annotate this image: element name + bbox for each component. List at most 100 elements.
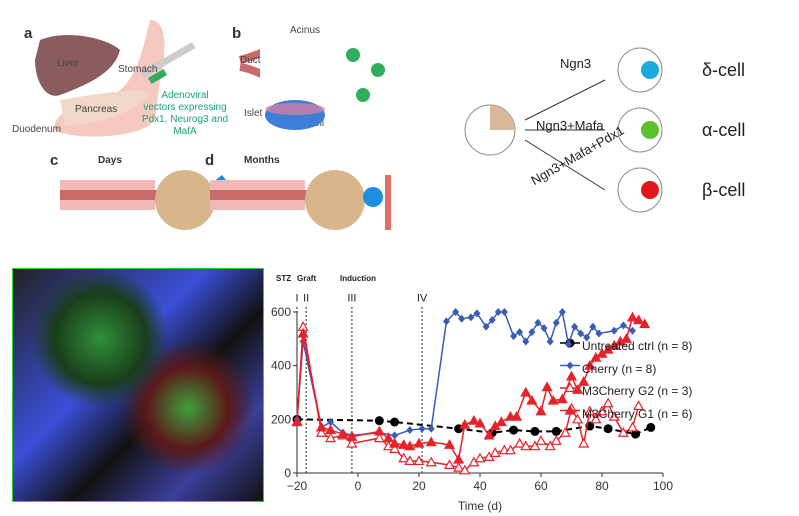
data-point (603, 424, 613, 434)
vector-line: vectors expressing (143, 102, 227, 113)
data-point (546, 337, 554, 346)
event-label: STZ (276, 274, 291, 283)
data-point (391, 431, 399, 440)
event-roman: II (303, 292, 309, 304)
data-point (510, 332, 518, 341)
data-point (610, 326, 618, 335)
beta-cell-icon (641, 181, 659, 199)
data-point (530, 426, 540, 436)
islet-illustration (265, 100, 325, 130)
panel-c-label: c (50, 152, 59, 169)
data-point (633, 314, 645, 325)
data-point (325, 424, 337, 435)
vector-line: Pdx1, Neurog3 and MafA (141, 114, 229, 137)
panel-b-label: b (232, 25, 242, 42)
data-point (509, 425, 519, 435)
cell-type-label: β-cell (702, 180, 746, 200)
data-point (346, 431, 358, 441)
data-point (404, 455, 416, 466)
x-axis-label: Time (d) (458, 499, 502, 513)
data-point (589, 322, 597, 331)
arrow-ngn3-mafa-pdx1 (524, 139, 606, 191)
data-point (315, 421, 327, 432)
data-point (514, 437, 526, 448)
data-point (488, 316, 496, 325)
data-point (565, 370, 578, 381)
data-point (619, 321, 627, 330)
data-point (633, 400, 645, 411)
panel-c-title: Days (98, 155, 122, 166)
data-point (535, 435, 547, 445)
data-point (398, 439, 410, 449)
data-point (315, 427, 327, 437)
data-point (337, 428, 349, 439)
data-point (453, 461, 465, 472)
cell-type-label: δ-cell (702, 60, 746, 80)
vector-line: Adenoviral (161, 90, 209, 101)
duct-label: Duct (240, 55, 261, 66)
data-point (541, 381, 553, 392)
data-point (489, 447, 501, 457)
data-point (535, 405, 547, 416)
duodenum-label: Duodenum (12, 124, 61, 135)
vector-label: Adenoviral vectors expressing Pdx1, Neur… (130, 90, 240, 138)
panel-d-label: d (205, 152, 215, 169)
data-point (608, 410, 620, 421)
confocal-micrograph (12, 268, 264, 502)
syringe-icon (140, 42, 196, 79)
data-point (374, 416, 384, 426)
stomach-label: Stomach (118, 64, 158, 75)
x-tick-label: 80 (595, 479, 609, 493)
x-tick-label: 60 (534, 479, 548, 493)
data-point (452, 308, 460, 316)
data-point (459, 418, 471, 429)
event-roman: III (347, 292, 356, 304)
data-point (547, 394, 559, 405)
data-point (556, 393, 568, 404)
x-tick-label: 40 (473, 479, 487, 493)
data-point (453, 453, 465, 464)
data-point (590, 413, 602, 424)
data-point (526, 394, 538, 405)
data-point (482, 322, 490, 331)
y-tick-label: 0 (284, 466, 291, 480)
data-point (559, 427, 571, 437)
data-point (404, 440, 416, 451)
cell-type-label: α-cell (702, 120, 746, 140)
liver-label: Liver (57, 58, 79, 69)
arrow-label: Ngn3+Mafa (536, 118, 604, 133)
data-point (551, 426, 561, 436)
data-point (596, 405, 608, 416)
data-point (346, 437, 358, 448)
data-point (617, 427, 629, 437)
data-point (520, 386, 532, 397)
data-point (584, 405, 596, 416)
data-point (572, 413, 584, 424)
duct-acinus-illustrations (60, 170, 391, 230)
panel-a-label: a (24, 25, 33, 42)
data-point (631, 429, 641, 439)
data-point (474, 417, 486, 428)
data-point (511, 410, 523, 421)
data-point (382, 432, 395, 443)
data-point (564, 340, 572, 349)
data-point (639, 318, 651, 329)
legend-item-cherry: Cherry (n = 8) (582, 361, 657, 376)
data-point (534, 318, 542, 327)
data-point (389, 437, 401, 448)
acinar-cell-cluster (464, 104, 516, 156)
data-point (495, 416, 507, 427)
data-point (520, 440, 532, 451)
legend-marker (564, 404, 576, 415)
data-point (425, 456, 437, 467)
data-point (427, 424, 435, 433)
data-point (629, 326, 636, 335)
data-point (528, 328, 536, 337)
data-point (473, 309, 481, 318)
data-point (389, 443, 401, 453)
acinus-label: Acinus (290, 25, 321, 36)
data-point (459, 464, 471, 475)
data-point (626, 311, 639, 322)
pancreas-shape (60, 90, 150, 125)
